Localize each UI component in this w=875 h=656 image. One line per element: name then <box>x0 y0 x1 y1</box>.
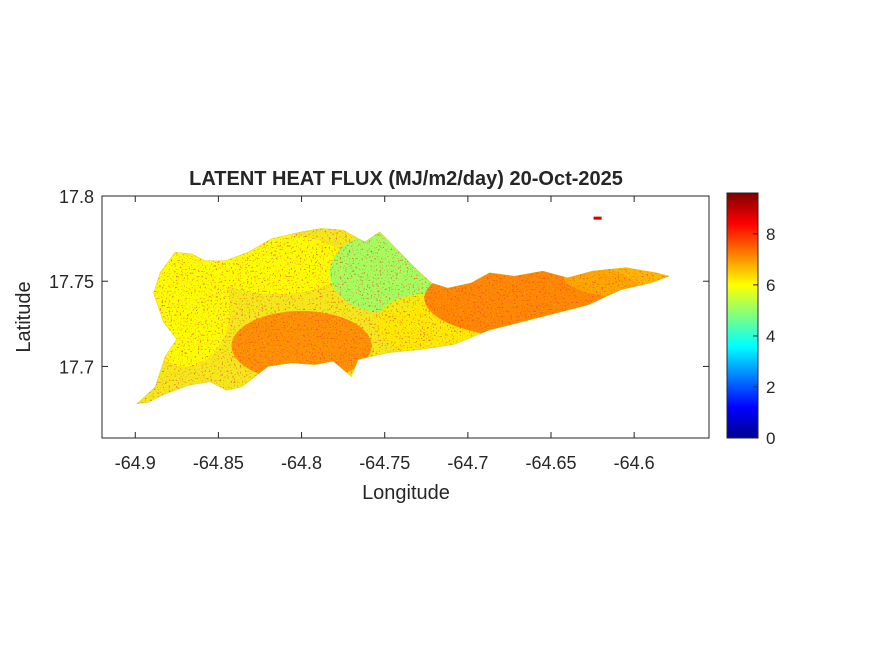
x-tick-label: -64.6 <box>614 453 655 473</box>
colorbar-gradient <box>726 192 759 439</box>
x-tick-label: -64.75 <box>359 453 410 473</box>
x-tick-label: -64.65 <box>525 453 576 473</box>
x-axis-ticks: -64.9 -64.85 -64.8 -64.75 -64.7 -64.65 -64.6 <box>115 196 655 473</box>
colorbar-ticks: 0 2 4 6 8 <box>753 225 775 448</box>
y-tick-label: 17.75 <box>49 272 94 292</box>
x-tick-label: -64.8 <box>281 453 322 473</box>
x-tick-label: -64.9 <box>115 453 156 473</box>
x-tick-label: -64.7 <box>447 453 488 473</box>
chart-title: LATENT HEAT FLUX (MJ/m2/day) 20-Oct-2025 <box>189 168 623 190</box>
x-axis-label: Longitude <box>362 482 450 504</box>
colorbar-tick-label: 8 <box>766 225 775 244</box>
island-outline <box>135 228 671 405</box>
colorbar-tick-label: 4 <box>766 327 775 346</box>
y-tick-label: 17.7 <box>59 357 94 377</box>
x-tick-label: -64.85 <box>193 453 244 473</box>
y-axis-ticks: 17.8 17.75 17.7 <box>49 187 709 377</box>
colorbar: 0 2 4 6 8 <box>726 192 775 448</box>
colorbar-tick-label: 6 <box>766 276 775 295</box>
y-tick-label: 17.8 <box>59 187 94 207</box>
colorbar-tick-label: 0 <box>766 429 775 448</box>
colorbar-tick-label: 2 <box>766 378 775 397</box>
y-axis-label: Latitude <box>13 281 35 352</box>
islet-pixel <box>593 216 602 220</box>
